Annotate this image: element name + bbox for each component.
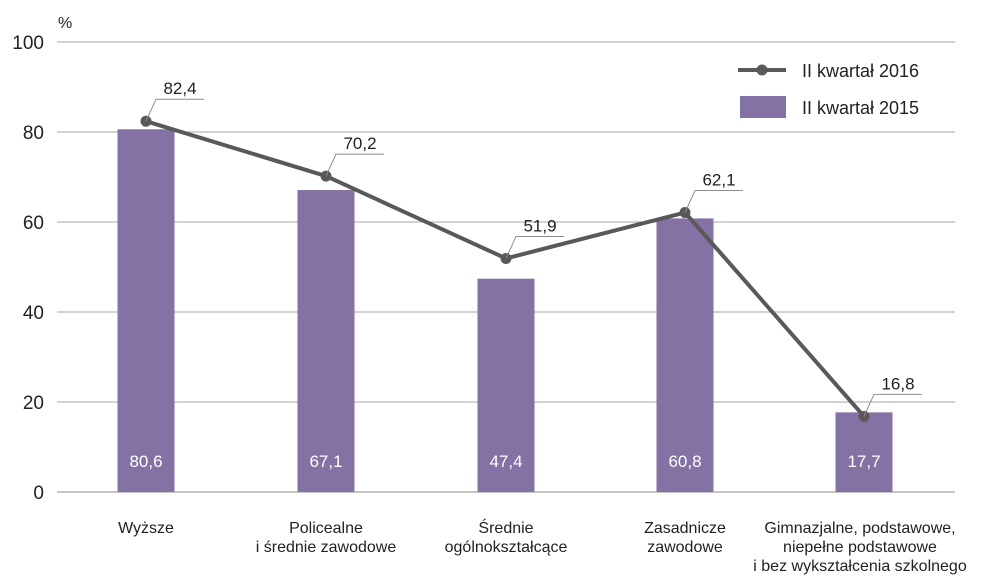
legend-label: II kwartał 2016	[802, 61, 919, 81]
leader-line	[863, 393, 922, 417]
leader-line	[505, 235, 564, 259]
category-label: Gimnazjalne, podstawowe, niepełne podstaw…	[753, 520, 967, 575]
bar-data-label: 47,4	[489, 452, 522, 471]
category-label-line: Średnie	[478, 518, 533, 537]
bar	[117, 129, 175, 493]
bar	[656, 218, 714, 492]
line-data-label: 62,1	[702, 171, 735, 190]
category-label-line: Policealne	[289, 520, 363, 537]
bar-data-label: 17,7	[847, 452, 880, 471]
line-data-label: 70,2	[343, 134, 376, 153]
category-label-line: i bez wykształcenia szkolnego	[753, 558, 967, 575]
y-tick-label: 0	[33, 483, 44, 504]
y-tick-label: 20	[23, 393, 44, 414]
legend-line-marker	[756, 64, 768, 76]
y-axis: 0 20 40 60 80 100	[12, 33, 44, 504]
leader-line	[145, 98, 204, 122]
legend-bar-swatch	[740, 96, 786, 118]
category-label-line: Gimnazjalne, podstawowe,	[764, 520, 955, 537]
y-tick-label: 60	[23, 213, 44, 234]
legend-item-bar: II kwartał 2015	[740, 96, 919, 118]
bar-data-label: 80,6	[129, 452, 162, 471]
line-data-label: 16,8	[881, 374, 914, 393]
bar	[477, 278, 535, 492]
bar	[297, 190, 355, 493]
category-label: Wyższe	[118, 520, 174, 537]
legend-item-line: II kwartał 2016	[738, 61, 919, 81]
y-axis-unit: %	[58, 15, 72, 32]
category-label-line: i średnie zawodowe	[256, 539, 397, 556]
leader-line	[684, 190, 743, 213]
category-label-line: zawodowe	[647, 539, 723, 556]
category-label: Zasadnicze zawodowe	[644, 520, 726, 556]
y-tick-label: 80	[23, 123, 44, 144]
category-label-line: Wyższe	[118, 520, 174, 537]
line-series: 82,4 70,2 51,9 62,1 16,8	[140, 79, 922, 422]
bar-series: 80,6 67,1 47,4 60,8 17,7	[117, 129, 893, 493]
line-data-label: 51,9	[523, 216, 556, 235]
category-label: Średnie ogólnokształcące	[445, 518, 568, 556]
bar-data-label: 60,8	[668, 452, 701, 471]
category-label-line: ogólnokształcące	[445, 539, 568, 556]
y-tick-label: 40	[23, 303, 44, 324]
category-label-line: niepełne podstawowe	[783, 539, 937, 556]
category-label: Policealne i średnie zawodowe	[256, 520, 397, 556]
category-label-line: Zasadnicze	[644, 520, 726, 537]
bar	[835, 412, 893, 492]
line-data-label: 82,4	[163, 79, 196, 98]
y-tick-label: 100	[12, 33, 44, 54]
x-axis: Wyższe Policealne i średnie zawodowe Średni…	[118, 518, 967, 575]
legend: II kwartał 2016 II kwartał 2015	[738, 61, 919, 118]
bar-data-label: 67,1	[309, 452, 342, 471]
legend-label: II kwartał 2015	[802, 98, 919, 118]
leader-line	[325, 153, 384, 177]
